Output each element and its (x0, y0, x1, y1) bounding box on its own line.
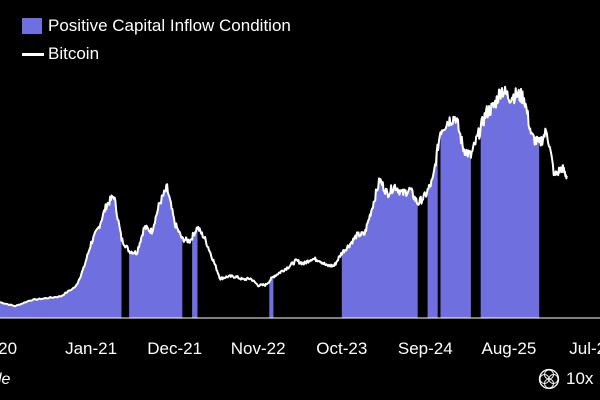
brand-mark: 10x (538, 368, 593, 390)
legend-label-inflow: Positive Capital Inflow Condition (48, 16, 291, 35)
brand-logo-icon (538, 368, 560, 390)
x-tick-label-1: 20 (0, 339, 17, 358)
inflow-period-2 (129, 184, 183, 318)
brand-name: 10x (566, 369, 594, 388)
x-tick-label-6: Sep-24 (398, 339, 453, 358)
x-tick-label-8: Jul-26 (569, 339, 600, 358)
legend-entry-bitcoin: Bitcoin (22, 40, 291, 68)
legend-label-bitcoin: Bitcoin (48, 44, 100, 63)
inflow-period-8 (480, 86, 540, 318)
legend-swatch-inflow (22, 18, 42, 34)
legend-entry-inflow: Positive Capital Inflow Condition (22, 12, 291, 40)
legend-swatch-bitcoin (22, 52, 44, 56)
x-tick-label-4: Nov-22 (231, 339, 286, 358)
inflow-period-4 (269, 276, 274, 318)
inflow-period-5 (341, 178, 418, 318)
inflow-period-6 (427, 144, 438, 318)
source-note: le (0, 371, 11, 388)
x-tick-label-7: Aug-25 (481, 339, 536, 358)
inflow-period-7 (440, 116, 471, 318)
inflow-period-3 (192, 227, 198, 318)
x-tick-label-5: Oct-23 (316, 339, 367, 358)
x-tick-label-2: Jan-21 (65, 339, 117, 358)
legend: Positive Capital Inflow Condition Bitcoi… (22, 12, 291, 68)
inflow-periods (0, 86, 540, 318)
x-axis-ticks: 20 Jan-21 Dec-21 Nov-22 Oct-23 Sep-24 Aug-25 Ju… (0, 339, 600, 358)
bitcoin-series-line (0, 85, 568, 308)
inflow-period-1 (0, 195, 122, 318)
x-tick-label-3: Dec-21 (147, 339, 202, 358)
